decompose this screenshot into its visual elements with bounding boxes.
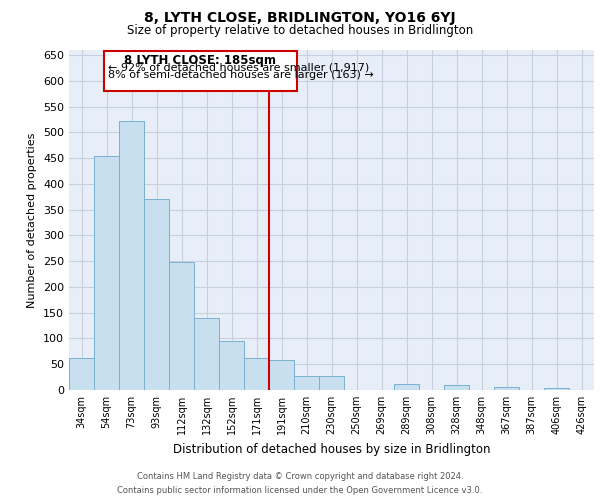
FancyBboxPatch shape xyxy=(104,51,296,91)
Bar xyxy=(294,376,319,390)
X-axis label: Distribution of detached houses by size in Bridlington: Distribution of detached houses by size … xyxy=(173,442,490,456)
Bar xyxy=(69,358,94,390)
Text: Contains public sector information licensed under the Open Government Licence v3: Contains public sector information licen… xyxy=(118,486,482,495)
Bar xyxy=(119,121,144,390)
Bar xyxy=(444,385,469,390)
Bar xyxy=(244,358,269,390)
Bar xyxy=(219,341,244,390)
Text: Size of property relative to detached houses in Bridlington: Size of property relative to detached ho… xyxy=(127,24,473,37)
Text: 8% of semi-detached houses are larger (163) →: 8% of semi-detached houses are larger (1… xyxy=(108,70,373,80)
Bar xyxy=(544,388,569,390)
Bar xyxy=(194,318,219,390)
Bar xyxy=(494,388,519,390)
Y-axis label: Number of detached properties: Number of detached properties xyxy=(28,132,37,308)
Bar xyxy=(169,262,194,390)
Text: 8, LYTH CLOSE, BRIDLINGTON, YO16 6YJ: 8, LYTH CLOSE, BRIDLINGTON, YO16 6YJ xyxy=(144,11,456,25)
Bar xyxy=(319,376,344,390)
Bar xyxy=(269,360,294,390)
Bar xyxy=(394,384,419,390)
Text: ← 92% of detached houses are smaller (1,917): ← 92% of detached houses are smaller (1,… xyxy=(108,62,369,72)
Text: Contains HM Land Registry data © Crown copyright and database right 2024.: Contains HM Land Registry data © Crown c… xyxy=(137,472,463,481)
Text: 8 LYTH CLOSE: 185sqm: 8 LYTH CLOSE: 185sqm xyxy=(124,54,276,67)
Bar xyxy=(94,156,119,390)
Bar xyxy=(144,200,169,390)
